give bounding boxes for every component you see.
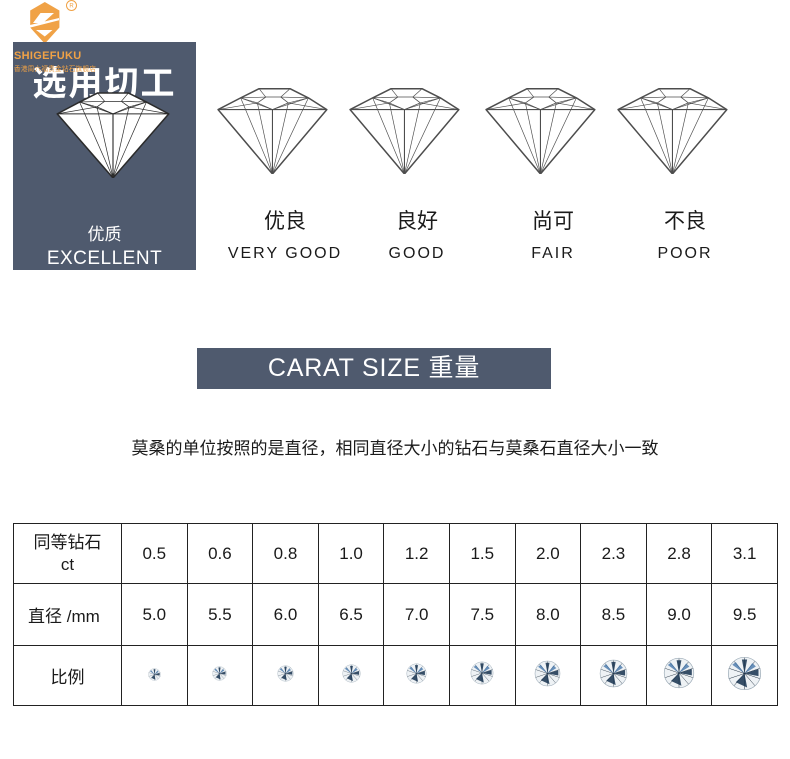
svg-text:R: R [69, 4, 74, 10]
